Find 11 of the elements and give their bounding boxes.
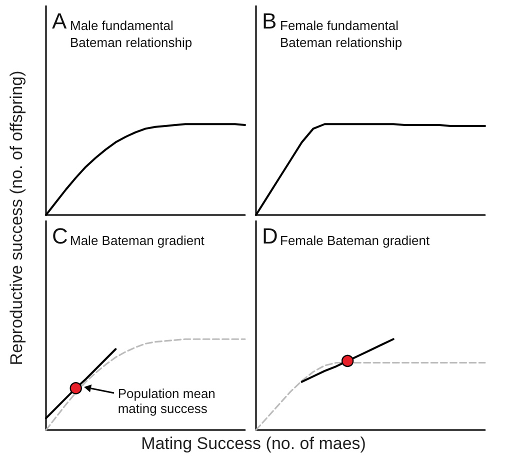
chart-title: D: [262, 224, 278, 248]
y-axis-title: Reproductive success (no. of offspring): [7, 70, 27, 366]
chart-subtitle: Female fundamental Bateman relationship: [280, 18, 402, 50]
chart-subtitle: Male Bateman gradient: [70, 233, 205, 248]
chart-title: B: [262, 8, 277, 34]
chart-subtitle: Male fundamental Bateman relationship: [70, 18, 192, 50]
chart-title: C: [52, 224, 68, 248]
chart-subtitle: Female Bateman gradient: [280, 233, 430, 248]
x-axis-title: Mating Success (no. of maes): [140, 434, 367, 454]
chart-title: A: [52, 8, 67, 34]
annotation: Population mean mating success: [118, 386, 216, 416]
